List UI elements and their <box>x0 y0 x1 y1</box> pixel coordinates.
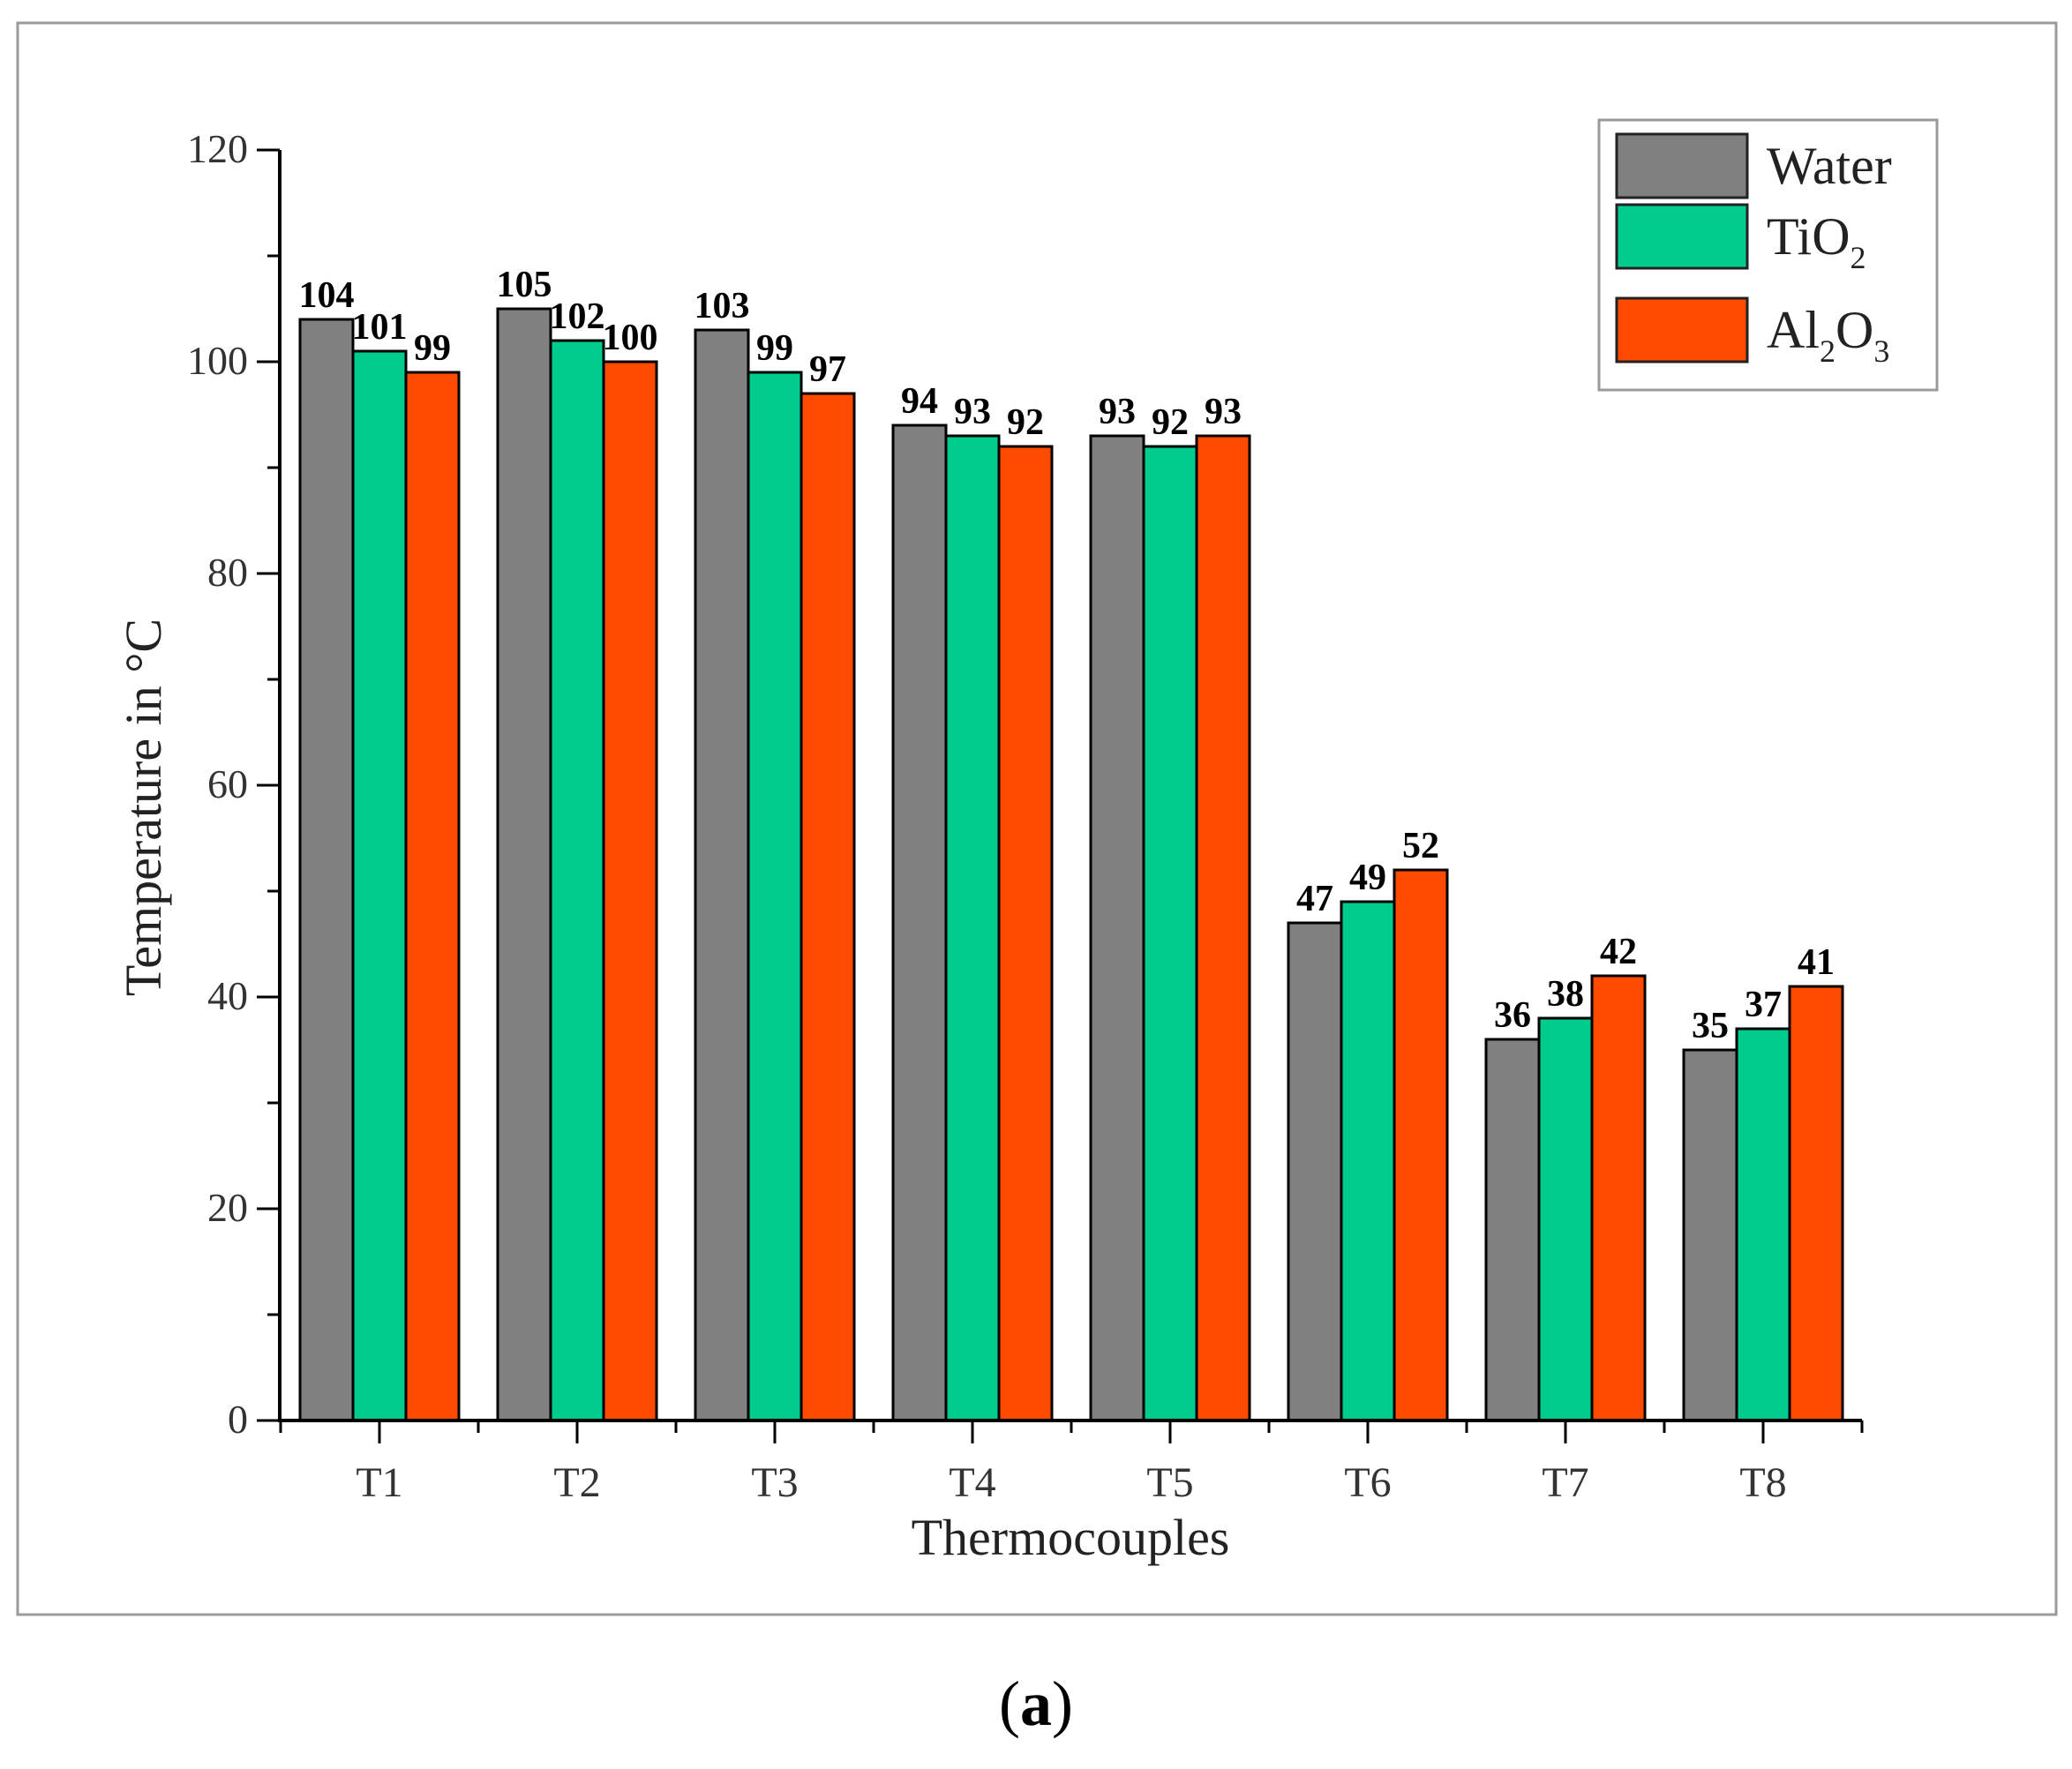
legend-label-al2o3: Al2O3 <box>1767 301 1889 369</box>
data-label-al2o3-t2: 100 <box>603 318 658 358</box>
x-tick-label-t2: T2 <box>553 1459 600 1506</box>
x-tick-label-t5: T5 <box>1146 1459 1193 1506</box>
y-tick-label-0: 0 <box>228 1397 248 1442</box>
bar-tio2-t2 <box>549 339 605 1422</box>
data-label-tio2-t8: 37 <box>1745 985 1782 1025</box>
y-axis-title: Temperature in °C <box>115 618 172 996</box>
legend-swatch-tio2 <box>1615 203 1749 270</box>
y-tick-label-100: 100 <box>187 338 248 383</box>
caption-letter: a <box>1020 1668 1052 1739</box>
data-label-al2o3-t8: 41 <box>1798 942 1835 983</box>
legend-label-water: Water <box>1767 137 1892 195</box>
y-tick-label-20: 20 <box>207 1185 248 1230</box>
data-label-al2o3-t4: 92 <box>1007 402 1044 443</box>
bar-water-t5 <box>1089 434 1145 1422</box>
legend-text: TiO <box>1767 207 1851 266</box>
data-label-al2o3-t6: 52 <box>1402 826 1439 866</box>
x-tick-label-t1: T1 <box>356 1459 402 1506</box>
data-label-al2o3-t1: 99 <box>414 328 451 369</box>
data-label-tio2-t4: 93 <box>954 392 991 432</box>
bar-al2o3-t3 <box>800 392 856 1422</box>
caption-close: ) <box>1052 1668 1073 1739</box>
legend-subscript: 3 <box>1873 334 1889 369</box>
data-label-al2o3-t7: 42 <box>1600 932 1637 972</box>
y-tick-label-120: 120 <box>187 126 248 171</box>
x-axis-title: Thermocouples <box>912 1509 1230 1566</box>
bar-tio2-t4 <box>944 434 1001 1422</box>
bar-tio2-t6 <box>1340 900 1396 1422</box>
data-label-al2o3-t3: 97 <box>809 349 846 390</box>
bar-al2o3-t5 <box>1195 434 1251 1422</box>
data-label-water-t8: 35 <box>1692 1006 1729 1046</box>
legend-swatch-water <box>1615 132 1749 199</box>
bar-tio2-t3 <box>747 371 803 1422</box>
legend-text: O <box>1836 301 1873 359</box>
data-label-water-t5: 93 <box>1099 392 1136 432</box>
y-tick-label-80: 80 <box>207 550 248 595</box>
data-label-water-t7: 36 <box>1494 995 1531 1036</box>
legend-label-tio2: TiO2 <box>1767 207 1866 275</box>
legend-swatch-al2o3 <box>1615 296 1749 364</box>
bar-al2o3-t2 <box>602 360 658 1422</box>
data-label-tio2-t5: 92 <box>1152 402 1189 443</box>
x-tick-label-t3: T3 <box>751 1459 798 1506</box>
figure-frame <box>16 21 2058 1616</box>
bar-water-t4 <box>891 424 948 1422</box>
bar-water-t1 <box>298 318 355 1422</box>
bar-al2o3-t1 <box>404 371 461 1422</box>
data-label-water-t6: 47 <box>1296 879 1333 919</box>
bar-water-t7 <box>1484 1038 1541 1422</box>
bar-al2o3-t7 <box>1590 974 1647 1422</box>
bar-tio2-t8 <box>1735 1027 1791 1422</box>
legend-text: Water <box>1767 137 1892 195</box>
data-label-water-t1: 104 <box>299 275 355 316</box>
data-label-tio2-t6: 49 <box>1349 858 1386 898</box>
y-tick-label-60: 60 <box>207 761 248 806</box>
bar-tio2-t1 <box>351 349 408 1422</box>
bar-water-t3 <box>694 328 750 1422</box>
legend-subscript: 2 <box>1820 334 1836 369</box>
x-tick-label-t6: T6 <box>1344 1459 1391 1506</box>
data-label-water-t2: 105 <box>497 265 552 305</box>
bar-tio2-t7 <box>1537 1016 1594 1422</box>
data-label-al2o3-t5: 93 <box>1205 392 1242 432</box>
bar-water-t6 <box>1287 921 1343 1422</box>
bar-water-t8 <box>1682 1048 1738 1422</box>
data-label-tio2-t3: 99 <box>756 328 793 369</box>
x-tick-label-t4: T4 <box>949 1459 995 1506</box>
legend-subscript: 2 <box>1851 240 1866 275</box>
bar-al2o3-t6 <box>1393 868 1449 1422</box>
data-label-tio2-t7: 38 <box>1547 974 1584 1015</box>
bar-al2o3-t8 <box>1788 985 1844 1422</box>
figure-caption: (a) <box>0 1668 2072 1741</box>
data-label-tio2-t1: 101 <box>352 307 408 348</box>
x-tick-label-t7: T7 <box>1542 1459 1588 1506</box>
bar-water-t2 <box>496 307 552 1422</box>
data-label-water-t3: 103 <box>694 286 750 326</box>
data-label-tio2-t2: 102 <box>550 296 605 337</box>
caption-open: ( <box>999 1668 1020 1739</box>
bar-tio2-t5 <box>1142 445 1198 1422</box>
bar-al2o3-t4 <box>997 445 1054 1422</box>
data-label-water-t4: 94 <box>901 381 938 422</box>
x-tick-label-t8: T8 <box>1739 1459 1786 1506</box>
y-tick-label-40: 40 <box>207 973 248 1018</box>
legend-text: Al <box>1767 301 1820 359</box>
